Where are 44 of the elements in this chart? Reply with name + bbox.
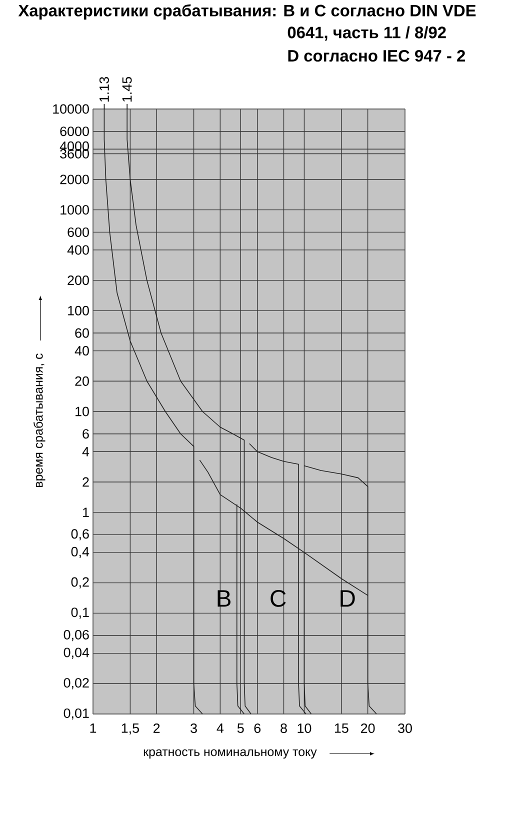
x-tick-label: 5 [237, 724, 244, 733]
y-tick-label: 6000 [60, 126, 89, 136]
y-tick-label: 0,01 [64, 708, 89, 720]
y-tick-label: 1000 [60, 205, 89, 215]
y-tick-label: 0,06 [64, 630, 89, 642]
y-tick-label: 0,4 [71, 546, 90, 558]
y-tick-label: 0,1 [71, 608, 89, 619]
y-tick-label: 100 [68, 306, 89, 316]
y-tick-label: 10000 [53, 104, 89, 114]
x-tick-label: 1 [90, 724, 96, 733]
y-tick-label: 4000 [60, 141, 89, 151]
x-tick-label: 8 [280, 724, 287, 734]
chart-subtitle: D согласно IEC 947 - 2 [288, 50, 465, 62]
x-tick-label: 1,5 [122, 724, 139, 734]
chart-title: Характеристики срабатывания: B и C согласно DIN VDE 0641, часть 11 / 8/92 [18, 4, 476, 41]
y-tick-label: 40 [74, 346, 89, 356]
x-tick-label: 6 [254, 724, 261, 734]
x-axis-title: кратность номинальному току [144, 749, 317, 759]
y-tick-label: 1 [83, 508, 89, 517]
x-tick-label: 30 [398, 724, 412, 734]
x-tick-label: 2 [154, 724, 160, 733]
y-tick-label: 200 [68, 276, 89, 286]
y-tick-label: 0,2 [71, 577, 89, 588]
y-tick-label: 20 [75, 376, 89, 386]
y-tick-label: 2000 [60, 174, 89, 184]
y-tick-label: 3600 [60, 148, 89, 158]
x-tick-label: 15 [334, 724, 348, 733]
x-tick-label: 10 [298, 724, 312, 734]
y-tick-label: 10 [76, 406, 89, 416]
y-tick-label: 600 [68, 227, 89, 237]
x-tick-label: 20 [360, 724, 375, 734]
y-tick-label: 0,02 [64, 678, 89, 690]
y-tick-label: 0,6 [71, 529, 89, 540]
annotation: 1.13 [99, 77, 109, 102]
x-tick-label: 3 [190, 724, 197, 734]
y-tick-label: 0,04 [64, 648, 90, 659]
y-tick-label: 60 [75, 328, 89, 338]
x-tick-label: 4 [216, 724, 224, 733]
y-tick-label: 400 [67, 245, 89, 255]
y-tick-label: 6 [82, 429, 89, 439]
y-tick-label: 4 [82, 446, 90, 456]
y-axis-title: время срабатывания, с [34, 354, 46, 487]
annotation: 1.45 [122, 76, 132, 102]
y-tick-label: 2 [82, 477, 89, 487]
